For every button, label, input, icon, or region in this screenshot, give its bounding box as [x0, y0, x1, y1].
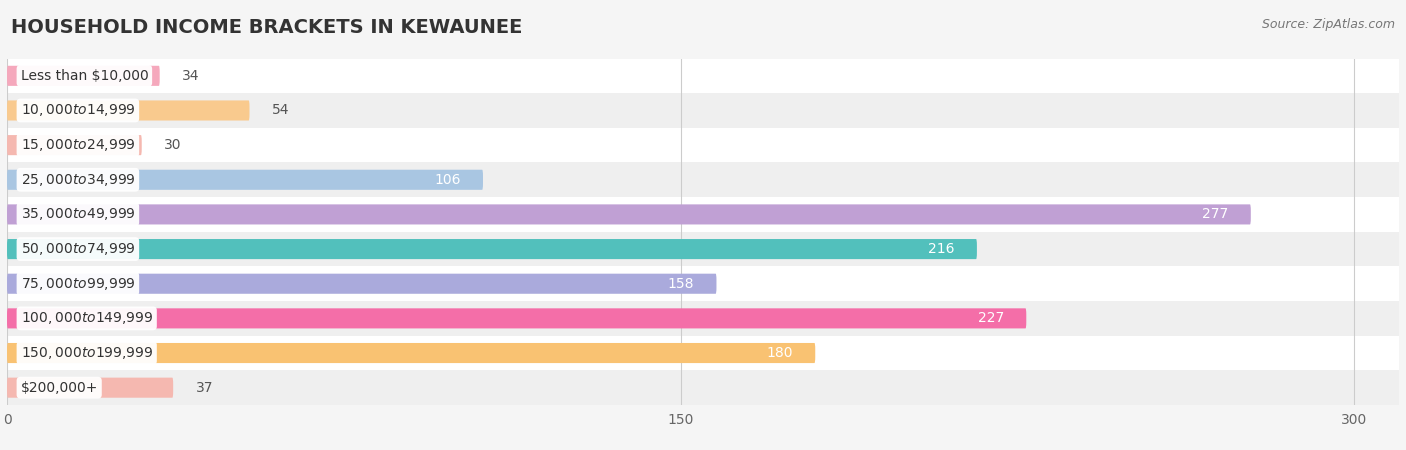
- Bar: [7, 301, 1399, 336]
- Text: $10,000 to $14,999: $10,000 to $14,999: [21, 103, 135, 118]
- FancyBboxPatch shape: [7, 170, 484, 190]
- Text: 106: 106: [434, 173, 461, 187]
- Text: $50,000 to $74,999: $50,000 to $74,999: [21, 241, 135, 257]
- Bar: [7, 162, 1399, 197]
- Text: HOUSEHOLD INCOME BRACKETS IN KEWAUNEE: HOUSEHOLD INCOME BRACKETS IN KEWAUNEE: [11, 18, 523, 37]
- Bar: [7, 197, 1399, 232]
- FancyBboxPatch shape: [7, 378, 173, 398]
- Text: 54: 54: [271, 104, 290, 117]
- Text: 227: 227: [977, 311, 1004, 325]
- FancyBboxPatch shape: [7, 308, 1026, 328]
- FancyBboxPatch shape: [7, 100, 249, 121]
- Text: Less than $10,000: Less than $10,000: [21, 69, 148, 83]
- FancyBboxPatch shape: [7, 239, 977, 259]
- Text: Source: ZipAtlas.com: Source: ZipAtlas.com: [1261, 18, 1395, 31]
- Text: 158: 158: [668, 277, 695, 291]
- Bar: [7, 58, 1399, 93]
- Text: 30: 30: [165, 138, 181, 152]
- Bar: [7, 370, 1399, 405]
- Text: $25,000 to $34,999: $25,000 to $34,999: [21, 172, 135, 188]
- Bar: [7, 266, 1399, 301]
- Text: $35,000 to $49,999: $35,000 to $49,999: [21, 207, 135, 222]
- Text: 37: 37: [195, 381, 214, 395]
- Bar: [7, 93, 1399, 128]
- Bar: [7, 232, 1399, 266]
- Text: $75,000 to $99,999: $75,000 to $99,999: [21, 276, 135, 292]
- Bar: [7, 336, 1399, 370]
- Text: $200,000+: $200,000+: [21, 381, 98, 395]
- Text: $15,000 to $24,999: $15,000 to $24,999: [21, 137, 135, 153]
- Text: 216: 216: [928, 242, 955, 256]
- Text: $100,000 to $149,999: $100,000 to $149,999: [21, 310, 153, 326]
- Text: $150,000 to $199,999: $150,000 to $199,999: [21, 345, 153, 361]
- FancyBboxPatch shape: [7, 204, 1251, 225]
- FancyBboxPatch shape: [7, 274, 717, 294]
- FancyBboxPatch shape: [7, 343, 815, 363]
- FancyBboxPatch shape: [7, 66, 160, 86]
- FancyBboxPatch shape: [7, 135, 142, 155]
- Text: 277: 277: [1202, 207, 1229, 221]
- Bar: [7, 128, 1399, 162]
- Text: 34: 34: [183, 69, 200, 83]
- Text: 180: 180: [766, 346, 793, 360]
